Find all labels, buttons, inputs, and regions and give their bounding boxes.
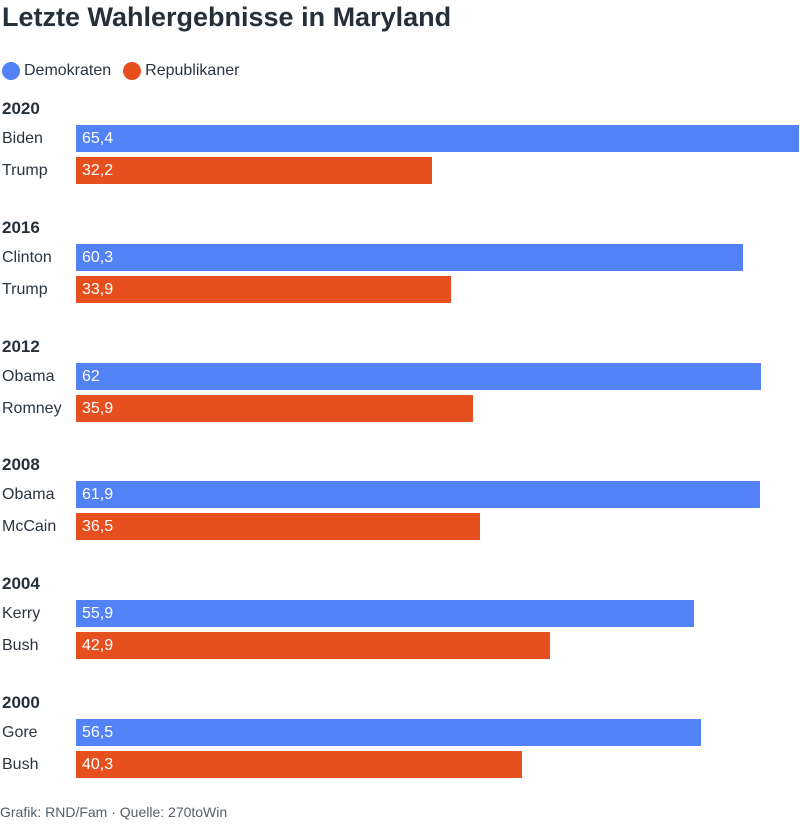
bar-value-label: 60,3 <box>82 248 114 266</box>
bar-value-label: 42,9 <box>82 637 114 655</box>
legend-label-dem: Demokraten <box>24 62 112 79</box>
bar-dem: 56,5 <box>76 719 701 746</box>
bar-value-label: 61,9 <box>82 486 114 504</box>
bar-value-label: 32,2 <box>82 162 114 179</box>
year-label: 2000 <box>2 693 40 712</box>
bar-value-label: 33,9 <box>82 280 114 298</box>
bar-value-label: 36,5 <box>82 518 114 536</box>
year-label: 2012 <box>2 336 40 356</box>
candidate-label: Trump <box>2 162 48 179</box>
bar-rep: 33,9 <box>76 275 451 303</box>
bar-row-rep: Trump 33,9 <box>0 275 800 303</box>
candidate-label: McCain <box>2 518 57 536</box>
bar-value-label: 35,9 <box>82 399 114 417</box>
bar-dem: 61,9 <box>76 481 760 509</box>
bar-value-label: 40,3 <box>82 756 114 773</box>
bar-row-dem: Biden 65,4 <box>0 125 800 152</box>
bar-row-rep: Trump 32,2 <box>0 157 800 184</box>
bar-row-dem: Obama 62 <box>0 362 800 390</box>
bar-rep: 32,2 <box>76 157 432 184</box>
chart-title: Letzte Wahlergebnisse in Maryland <box>2 2 452 32</box>
legend-item-dem: Demokraten <box>2 62 111 80</box>
bar-rep: 40,3 <box>76 751 522 778</box>
bar-dem: 60,3 <box>76 243 743 271</box>
bar-row-rep: McCain 36,5 <box>0 513 800 541</box>
bar-value-label: 55,9 <box>82 605 114 623</box>
year-label: 2004 <box>2 574 40 594</box>
candidate-label: Kerry <box>2 605 41 623</box>
bar-row-dem: Clinton 60,3 <box>0 243 800 271</box>
candidate-label: Romney <box>2 399 62 417</box>
bar-row-dem: Kerry 55,9 <box>0 600 800 628</box>
footer-source: Grafik: RND/Fam · Quelle: 270toWin <box>0 804 228 820</box>
bar-row-rep: Bush 40,3 <box>0 751 800 778</box>
candidate-label: Obama <box>2 367 55 385</box>
legend: Demokraten Republikaner <box>2 60 251 82</box>
legend-item-rep: Republikaner <box>123 62 239 80</box>
bar-dem: 62 <box>76 362 761 390</box>
legend-dot-dem <box>2 62 20 80</box>
year-label: 2008 <box>2 455 40 475</box>
year-label: 2016 <box>2 217 40 237</box>
candidate-label: Obama <box>2 486 55 504</box>
legend-dot-rep <box>123 62 142 80</box>
candidate-label: Bush <box>2 756 39 773</box>
candidate-label: Gore <box>2 724 38 741</box>
bar-dem: 55,9 <box>76 600 694 628</box>
bar-rep: 35,9 <box>76 394 473 422</box>
bar-value-label: 56,5 <box>82 724 114 741</box>
candidate-label: Bush <box>2 637 39 655</box>
candidate-label: Biden <box>2 130 43 147</box>
bar-value-label: 65,4 <box>82 130 114 147</box>
candidate-label: Clinton <box>2 248 52 266</box>
bar-rep: 36,5 <box>76 513 480 541</box>
year-label: 2020 <box>2 99 40 118</box>
bar-row-dem: Obama 61,9 <box>0 481 800 509</box>
bar-rep: 42,9 <box>76 632 550 660</box>
bar-row-dem: Gore 56,5 <box>0 719 800 746</box>
bar-row-rep: Bush 42,9 <box>0 632 800 660</box>
bar-row-rep: Romney 35,9 <box>0 394 800 422</box>
candidate-label: Trump <box>2 280 48 298</box>
bar-dem: 65,4 <box>76 125 799 152</box>
bar-value-label: 62 <box>82 367 100 385</box>
legend-label-rep: Republikaner <box>145 62 240 79</box>
